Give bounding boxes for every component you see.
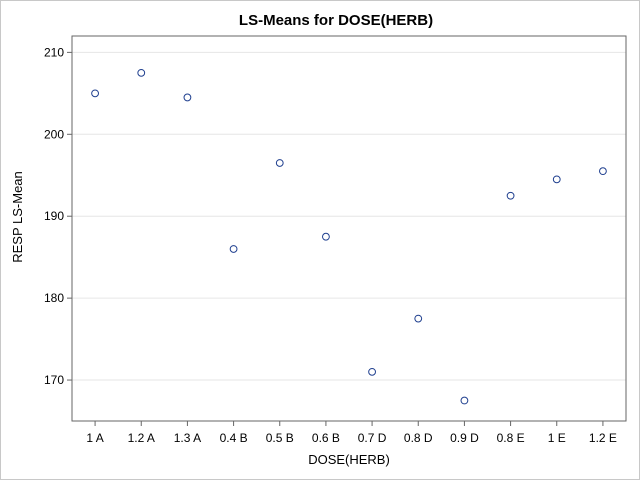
x-tick-label: 0.9 D [450,431,479,445]
data-point [183,93,192,102]
y-axis: 170 180 190 200 210 [44,45,72,387]
x-tick-label: 0.8 D [404,431,433,445]
data-point [552,175,561,184]
x-tick-label: 0.6 B [312,431,340,445]
chart-title: LS-Means for DOSE(HERB) [239,12,433,29]
data-point [414,314,423,323]
x-tick-label: 0.7 D [358,431,387,445]
x-axis-label: DOSE(HERB) [308,452,390,467]
y-tick-label: 210 [44,45,64,59]
x-tick-label: 0.8 E [497,431,525,445]
x-tick-label: 1 A [86,431,103,445]
data-point [275,159,284,167]
data-points [91,68,607,405]
y-axis-label: RESP LS-Mean [10,171,25,263]
x-tick-label: 1.2 E [589,431,617,445]
y-tick-label: 170 [44,373,64,387]
y-tick-label: 200 [44,127,64,141]
x-tick-label: 0.5 B [266,431,294,445]
data-point [599,167,607,176]
plot-area [71,35,627,422]
y-tick-label: 180 [44,291,64,305]
data-point [460,396,469,405]
x-tick-label: 1.2 A [128,431,155,445]
data-point [322,232,330,241]
x-tick-label: 0.4 B [220,431,248,445]
x-axis: 1 A 1.2 A 1.3 A 0.4 B 0.5 B 0.6 B 0.7 D 0.8 D 0.… [86,421,617,445]
data-point [368,367,376,376]
x-tick-label: 1.3 A [174,431,201,445]
data-point [91,89,99,98]
x-tick-label: 1 E [548,431,566,445]
data-point [137,68,146,77]
y-tick-label: 190 [44,209,64,223]
grid-lines [72,51,626,381]
data-point [229,245,238,253]
data-point [506,191,515,200]
